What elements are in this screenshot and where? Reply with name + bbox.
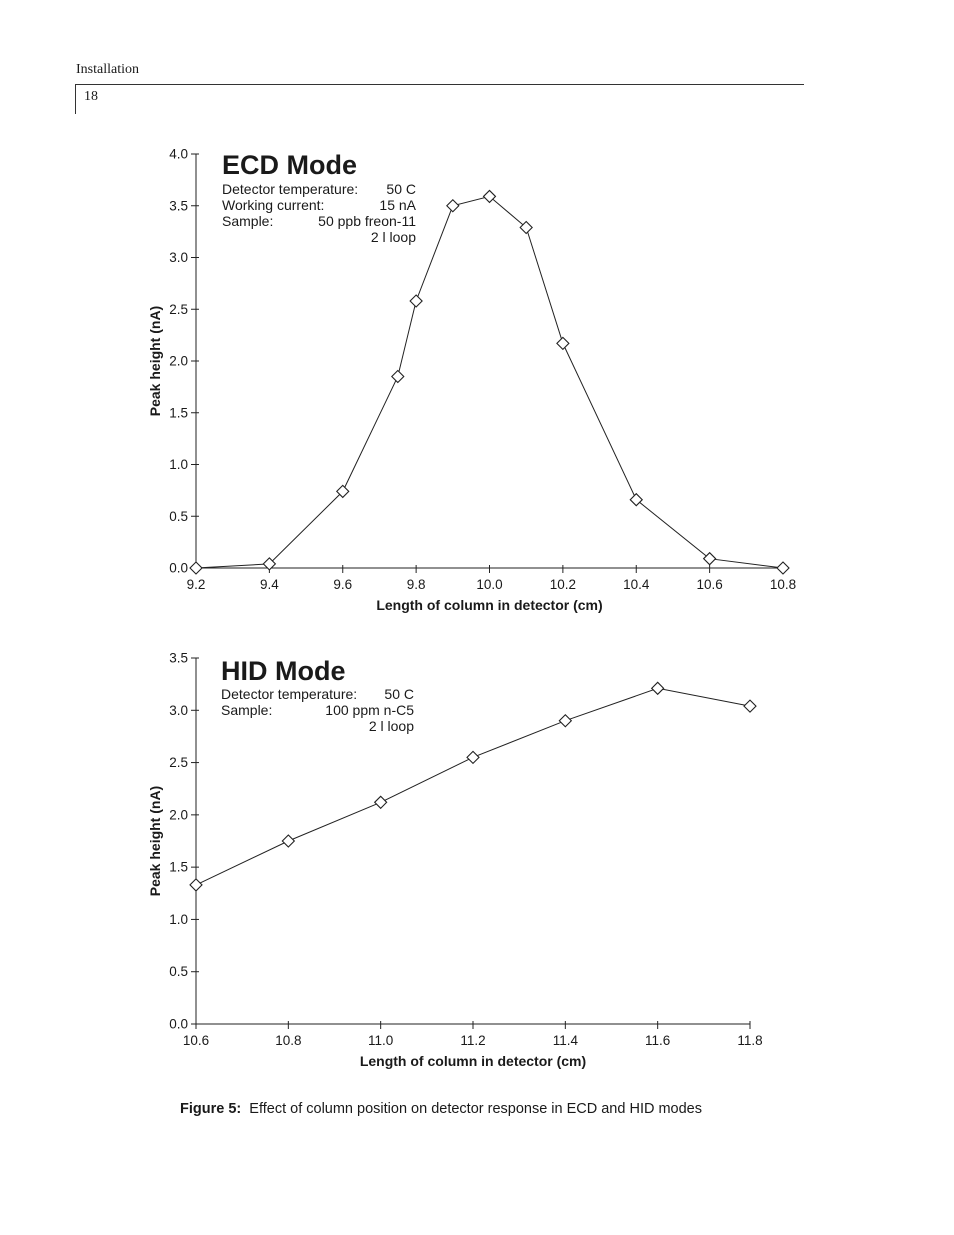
figure-caption-text: Effect of column position on detector re…	[249, 1101, 702, 1117]
y-tick-label: 3.0	[169, 703, 188, 718]
x-tick-label: 11.8	[737, 1033, 762, 1048]
y-tick-label: 0.0	[169, 561, 188, 576]
data-point-marker	[409, 294, 423, 308]
page-number-rule	[75, 84, 76, 114]
y-axis-label: Peak height (nA)	[147, 306, 163, 416]
data-point-marker	[702, 551, 717, 566]
y-tick-label: 3.0	[169, 250, 188, 265]
x-tick-label: 9.4	[260, 577, 279, 592]
info-label: Sample:	[222, 213, 273, 229]
header-rule	[76, 84, 804, 85]
y-tick-label: 0.5	[169, 509, 188, 524]
y-tick-label: 2.5	[169, 755, 188, 770]
info-value: 15 nA	[379, 197, 416, 213]
y-tick-label: 0.5	[169, 964, 188, 979]
info-label: Sample:	[221, 702, 272, 718]
x-tick-label: 9.8	[407, 577, 426, 592]
data-point-marker	[482, 189, 497, 204]
x-tick-label: 9.2	[187, 577, 206, 592]
figure-caption-label: Figure 5:	[180, 1101, 242, 1117]
y-tick-label: 2.0	[169, 807, 188, 822]
y-tick-label: 4.0	[169, 147, 188, 162]
info-value: 50 C	[386, 181, 416, 197]
y-tick-label: 2.0	[169, 354, 188, 369]
x-tick-label: 10.6	[183, 1033, 209, 1048]
data-point-marker	[519, 220, 533, 235]
data-point-marker	[466, 750, 480, 765]
data-point-marker	[189, 878, 203, 892]
info-label: Detector temperature:	[221, 686, 357, 702]
x-tick-label: 9.6	[333, 577, 352, 592]
data-point-marker	[743, 699, 757, 713]
info-label: Detector temperature:	[222, 181, 358, 197]
x-tick-label: 11.0	[368, 1033, 393, 1048]
chart-title: ECD Mode	[222, 150, 357, 180]
ecd-mode-chart: 0.0 0.5 1.0 1.5 2.0 2.5 3.0 3.5 4.0 9.2 9.4 9.6 9.8 1…	[147, 147, 796, 614]
x-tick-label: 10.6	[696, 577, 722, 592]
x-tick-label: 10.2	[550, 577, 576, 592]
y-tick-label: 0.0	[169, 1017, 188, 1032]
x-tick-label: 10.4	[623, 577, 650, 592]
data-point-marker	[189, 561, 203, 575]
y-tick-label: 3.5	[169, 651, 188, 666]
info-value: 50 C	[384, 686, 414, 702]
x-tick-label: 11.4	[553, 1033, 579, 1048]
chart-title: HID Mode	[221, 656, 346, 686]
data-point-marker	[629, 492, 644, 507]
x-tick-label: 11.2	[460, 1033, 485, 1048]
y-axis-label: Peak height (nA)	[147, 786, 163, 896]
series-line	[195, 687, 751, 886]
y-tick-label: 1.0	[169, 912, 188, 927]
info-value: 2 l loop	[371, 229, 416, 245]
info-label: Working current:	[222, 197, 324, 213]
x-tick-label: 11.6	[645, 1033, 670, 1048]
data-point-marker	[262, 557, 277, 571]
data-point-marker	[373, 795, 388, 810]
running-head: Installation	[76, 62, 139, 77]
x-axis-label: Length of column in detector (cm)	[360, 1053, 586, 1069]
data-point-marker	[556, 336, 570, 351]
data-point-marker	[558, 713, 573, 728]
data-point-marker	[281, 834, 296, 848]
data-point-marker	[335, 484, 350, 499]
x-tick-label: 10.0	[476, 577, 502, 592]
hid-mode-chart: 0.0 0.5 1.0 1.5 2.0 2.5 3.0 3.5 10.6 10.8 11.0 11.2…	[147, 651, 763, 1070]
series-line	[195, 195, 784, 569]
data-point-marker	[776, 561, 790, 575]
page-number: 18	[84, 89, 98, 104]
y-tick-label: 1.5	[169, 860, 188, 875]
info-value: 50 ppb freon-11	[318, 213, 416, 229]
y-tick-label: 1.0	[169, 457, 188, 472]
figure-caption: Figure 5: Effect of column position on d…	[180, 1101, 702, 1117]
info-value: 2 l loop	[369, 718, 414, 734]
data-point-marker	[650, 681, 665, 696]
data-point-marker	[446, 198, 460, 213]
x-axis-label: Length of column in detector (cm)	[376, 597, 602, 613]
info-value: 100 ppm n-C5	[325, 702, 414, 718]
x-tick-label: 10.8	[770, 577, 796, 592]
y-tick-label: 2.5	[169, 302, 188, 317]
data-point-marker	[391, 369, 405, 384]
y-tick-label: 1.5	[169, 405, 188, 420]
y-tick-label: 3.5	[169, 198, 188, 213]
x-tick-label: 10.8	[275, 1033, 301, 1048]
